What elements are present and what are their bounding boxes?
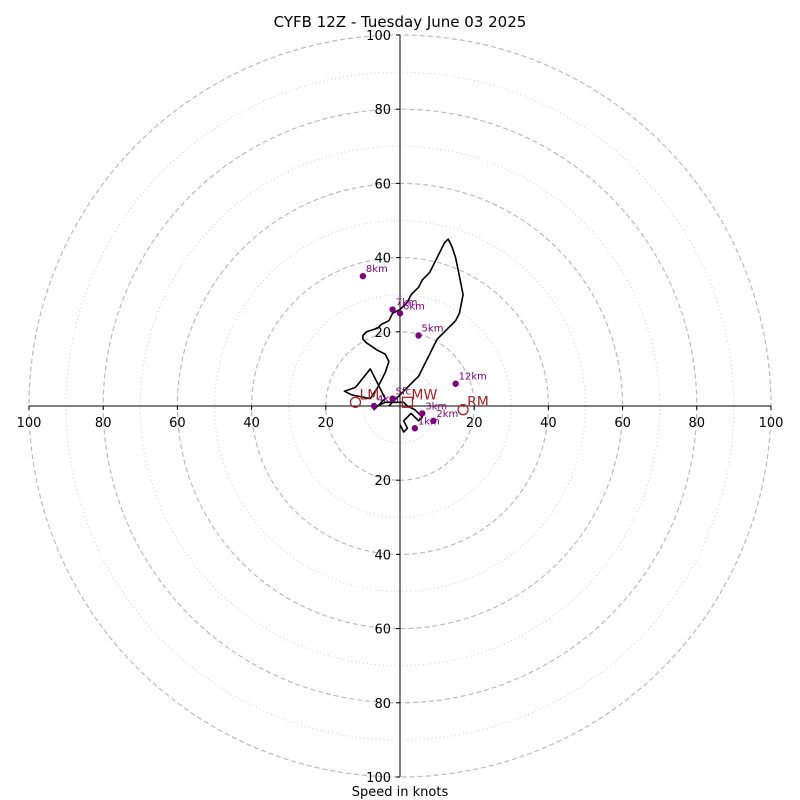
x-tick-label: 60 — [614, 416, 631, 431]
y-tick-label: 40 — [374, 252, 391, 267]
storm-motion-marker — [401, 396, 414, 408]
height-marker-point — [370, 402, 378, 410]
y-tick-label: 60 — [374, 623, 391, 638]
x-tick-label: 100 — [17, 416, 42, 431]
height-marker-label: 12km — [459, 372, 487, 383]
height-marker-point — [430, 417, 437, 425]
x-tick-label: 80 — [95, 416, 112, 431]
height-marker-point — [389, 306, 396, 313]
x-tick-label: 20 — [318, 416, 335, 431]
chart-title: CYFB 12Z - Tuesday June 03 2025 — [274, 13, 527, 31]
x-tick-label: 60 — [169, 416, 186, 431]
height-marker-point — [452, 380, 459, 387]
x-tick-label: 40 — [540, 416, 557, 431]
y-tick-label: 80 — [374, 103, 391, 118]
height-marker-point — [411, 425, 419, 432]
y-tick-label: 100 — [366, 771, 391, 786]
height-marker-point — [359, 272, 367, 280]
storm-motion-marker — [457, 404, 469, 416]
y-tick-label: 20 — [374, 326, 391, 341]
storm-motion-markers: LM MW RM — [349, 387, 489, 416]
y-tick-label: 20 — [374, 474, 391, 489]
height-marker-label: 6km — [403, 301, 425, 312]
x-tick-label: 40 — [243, 416, 260, 431]
storm-motion-label: RM — [467, 395, 489, 411]
y-tick-label: 100 — [366, 29, 391, 44]
y-tick-label: 40 — [374, 548, 391, 563]
y-tick-label: 60 — [374, 177, 391, 192]
hodograph-trace-line — [343, 238, 464, 433]
x-tick-label: 100 — [759, 416, 784, 431]
height-marker-label: 5km — [422, 324, 444, 335]
height-marker-label: 1km — [418, 416, 440, 427]
storm-motion-label: MW — [411, 387, 437, 403]
height-marker-label: Sfc — [396, 387, 411, 398]
y-tick-label: 80 — [374, 697, 391, 712]
x-axis-label: Speed in knots — [352, 785, 449, 800]
height-marker-point — [415, 332, 422, 339]
axes: 100 80 60 40 20 20 40 60 80 100 100 80 60 40 20 20 40 60 8… — [17, 29, 784, 786]
height-marker-label: 2km — [436, 409, 458, 420]
height-marker-label: 3km — [425, 401, 447, 412]
height-marker-point — [396, 310, 404, 317]
surface-marker-point — [389, 395, 396, 402]
x-tick-label: 20 — [466, 416, 483, 431]
wind-trace — [343, 238, 464, 433]
height-marker-label: 8km — [366, 264, 388, 275]
height-marker-label: 7km — [396, 298, 418, 309]
storm-motion-label: LM — [359, 387, 379, 403]
height-marker-label: 4km — [377, 394, 399, 405]
storm-motion-marker — [349, 396, 362, 408]
height-marker-point — [419, 410, 426, 417]
x-tick-label: 80 — [689, 416, 706, 431]
